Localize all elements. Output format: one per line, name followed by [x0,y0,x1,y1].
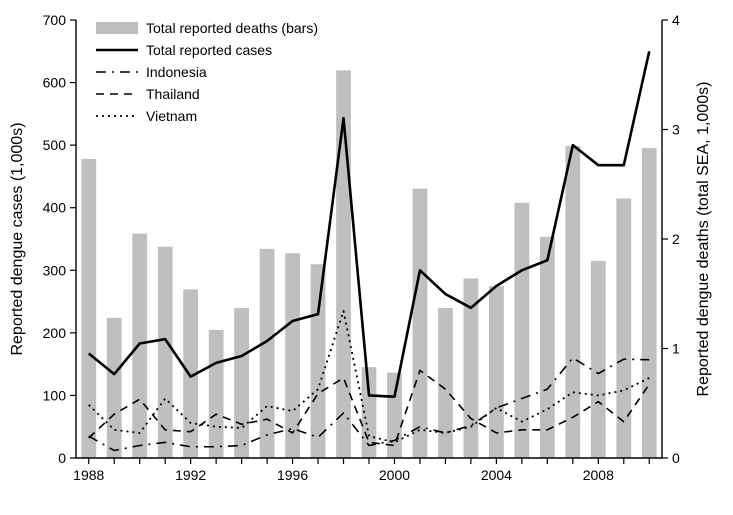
legend-label: Vietnam [146,108,197,124]
bar [565,146,580,458]
y-right-tick: 1 [672,341,680,357]
bar [591,261,606,458]
x-tick: 1988 [73,467,104,483]
bar [107,318,122,458]
series-line [89,51,650,396]
y-right-tick: 0 [672,450,680,466]
y-right-tick: 3 [672,122,680,138]
y-right-label: Reported dengue deaths (total SEA, 1,000… [695,82,712,397]
x-tick: 2004 [481,467,512,483]
y-left-label: Reported dengue cases (1,000s) [9,122,26,355]
legend-label: Indonesia [146,64,207,80]
bar [642,148,657,458]
y-right-tick: 2 [672,231,680,247]
x-tick: 1992 [175,467,206,483]
bar [285,253,300,458]
bar [438,308,453,458]
bar [132,234,147,458]
x-tick: 2000 [379,467,410,483]
y-left-tick: 0 [58,450,66,466]
bar [540,237,555,458]
bar [260,249,275,458]
legend: Total reported deaths (bars) Total report… [96,20,318,124]
y-left-tick: 200 [43,325,67,341]
chart-svg: 0 100 200 300 400 500 600 700 0 1 2 3 4 1988 1992 1996 2… [0,0,733,515]
bar [158,247,173,458]
y-right-tick: 4 [672,12,680,28]
y-left-tick: 600 [43,75,67,91]
dengue-chart: 0 100 200 300 400 500 600 700 0 1 2 3 4 1988 1992 1996 2… [0,0,733,515]
bar [413,189,428,458]
legend-label: Total reported deaths (bars) [146,20,318,36]
legend-label: Total reported cases [146,42,272,58]
bar [234,308,249,458]
bar [616,198,631,458]
bar [311,264,326,458]
y-left-tick: 700 [43,12,67,28]
bar [209,330,224,458]
x-tick: 2008 [583,467,614,483]
legend-label: Thailand [146,86,200,102]
x-tick: 1996 [277,467,308,483]
y-left-tick: 400 [43,200,67,216]
y-left-tick: 100 [43,387,67,403]
y-left-tick: 300 [43,262,67,278]
y-left-tick: 500 [43,137,67,153]
legend-swatch-bar [96,22,138,34]
bar [81,159,96,458]
